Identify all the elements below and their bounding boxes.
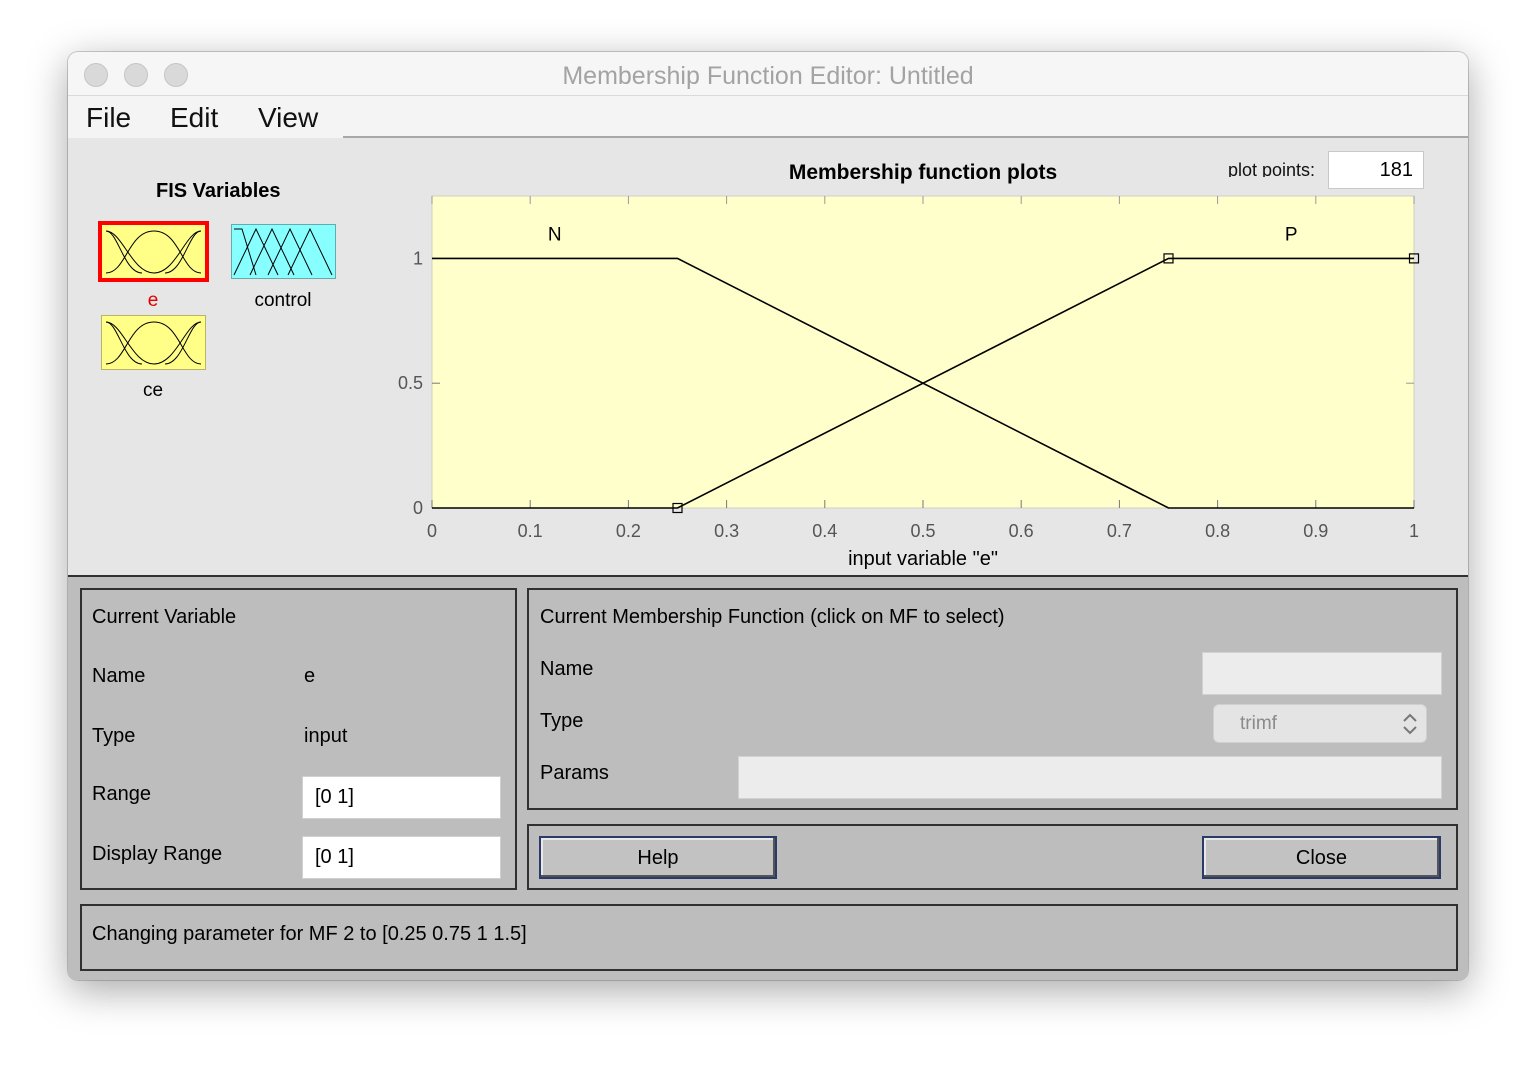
menu-view[interactable]: View xyxy=(258,102,319,133)
range-label: Range xyxy=(92,783,151,805)
x-tick-label: 0.9 xyxy=(1303,521,1328,541)
mf-line-P xyxy=(432,257,1414,509)
x-tick-label: 0.4 xyxy=(812,521,837,541)
mf-label-P: P xyxy=(1285,224,1298,245)
title-bar: Membership Function Editor: Untitled xyxy=(68,52,1468,96)
output-variable-control-icon[interactable] xyxy=(231,224,336,279)
mf-label-N: N xyxy=(548,224,562,245)
mf-type-label: Type xyxy=(540,710,584,732)
display-range-field[interactable]: [0 1] xyxy=(302,836,501,879)
mf-params-label: Params xyxy=(540,762,609,784)
mf-curves-icon xyxy=(105,230,202,274)
y-tick-label: 0.5 xyxy=(398,373,423,393)
y-tick-label: 1 xyxy=(413,248,423,268)
zoom-window-icon[interactable] xyxy=(164,63,188,87)
fis-variables-title: FIS Variables xyxy=(156,180,281,202)
current-variable-panel: Current Variable Name e Type input Range… xyxy=(80,588,517,890)
mf-name-field[interactable] xyxy=(1202,652,1442,695)
status-message: Changing parameter for MF 2 to [0.25 0.7… xyxy=(92,923,527,945)
menu-file[interactable]: File xyxy=(86,102,132,133)
name-value: e xyxy=(304,665,316,687)
x-tick-label: 0.5 xyxy=(910,521,935,541)
status-panel: Changing parameter for MF 2 to [0.25 0.7… xyxy=(80,904,1458,971)
current-mf-title: Current Membership Function (click on MF… xyxy=(540,606,1005,628)
select-arrows-icon xyxy=(1403,713,1417,735)
x-tick-label: 0.3 xyxy=(714,521,739,541)
mf-vertex-marker xyxy=(1408,253,1420,264)
current-mf-panel: Current Membership Function (click on MF… xyxy=(527,588,1458,810)
membership-function-plot[interactable]: Membership function plots 0 0.1 0.2 0.3 0.4 0.… xyxy=(368,162,1448,572)
help-button[interactable]: Help xyxy=(539,836,777,879)
x-tick-label: 0.2 xyxy=(616,521,641,541)
mf-vertex-marker xyxy=(672,502,683,514)
current-variable-title: Current Variable xyxy=(92,606,237,628)
type-label: Type xyxy=(92,725,136,747)
chart-title: Membership function plots xyxy=(789,162,1057,184)
mf-curves-icon xyxy=(105,321,202,365)
plot-points-input[interactable]: 181 xyxy=(1328,151,1424,189)
x-tick-label: 0 xyxy=(427,521,437,541)
variable-ce-label[interactable]: ce xyxy=(142,380,164,401)
triangle-mf-icon xyxy=(233,227,333,276)
range-field[interactable]: [0 1] xyxy=(302,776,501,819)
type-value: input xyxy=(304,725,348,747)
plot-area xyxy=(431,195,1415,509)
mf-editor-window: Membership Function Editor: Untitled Fil… xyxy=(68,52,1468,980)
x-tick-label: 1 xyxy=(1409,521,1419,541)
y-tick-label: 0 xyxy=(413,498,423,518)
x-tick-label: 0.1 xyxy=(518,521,543,541)
mf-type-select[interactable]: trimf xyxy=(1213,704,1427,743)
name-label: Name xyxy=(92,665,146,687)
mf-name-label: Name xyxy=(540,658,594,680)
input-variable-e-icon[interactable] xyxy=(98,221,209,282)
input-variable-ce-icon[interactable] xyxy=(101,315,206,370)
minimize-window-icon[interactable] xyxy=(124,63,148,87)
x-tick-label: 0.8 xyxy=(1205,521,1230,541)
window-title: Membership Function Editor: Untitled xyxy=(562,62,974,90)
x-tick-label: 0.7 xyxy=(1107,521,1132,541)
display-range-label: Display Range xyxy=(92,843,223,865)
x-axis-label: input variable "e" xyxy=(848,548,998,570)
menu-separator xyxy=(343,136,1468,138)
lower-panel: Current Variable Name e Type input Range… xyxy=(68,575,1468,980)
mf-params-field[interactable] xyxy=(738,756,1442,799)
close-button[interactable]: Close xyxy=(1202,836,1441,879)
variable-e-label[interactable]: e xyxy=(147,290,159,311)
mf-type-value: trimf xyxy=(1240,713,1277,734)
menu-edit[interactable]: Edit xyxy=(170,102,219,133)
button-panel: Help Close xyxy=(527,824,1458,890)
x-tick-label: 0.6 xyxy=(1009,521,1034,541)
variable-control-label[interactable]: control xyxy=(254,290,312,311)
close-window-icon[interactable] xyxy=(84,63,108,87)
menu-bar: File Edit View xyxy=(68,96,1468,138)
plot-points-label: plot points: xyxy=(1228,160,1316,177)
mf-vertex-marker xyxy=(1163,253,1174,264)
